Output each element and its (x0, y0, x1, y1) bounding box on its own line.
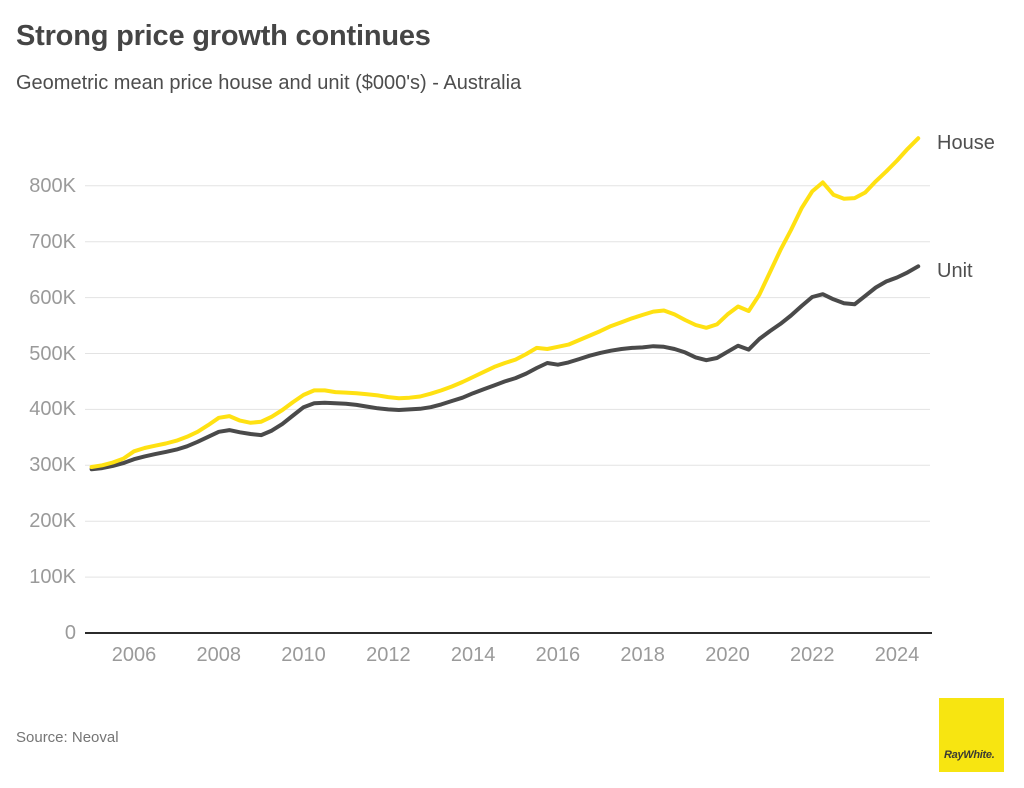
page-title: Strong price growth continues (16, 20, 431, 52)
page-subtitle: Geometric mean price house and unit ($00… (16, 72, 522, 94)
house-line (89, 136, 921, 469)
y-axis-tick-0: 0 (64, 622, 76, 644)
x-axis-tick-2010: 2010 (281, 644, 326, 666)
x-axis-tick-2016: 2016 (535, 644, 581, 666)
unit-line (89, 264, 921, 472)
x-axis-tick-2022: 2022 (789, 644, 835, 666)
x-axis-tick-2014: 2014 (450, 644, 496, 666)
x-axis-tick-2012: 2012 (366, 644, 411, 666)
y-axis-tick-300K: 300K (29, 454, 76, 477)
series-label-unit: Unit (937, 260, 973, 283)
y-axis-tick-500K: 500K (29, 342, 76, 365)
y-axis-tick-400K: 400K (29, 398, 76, 421)
x-axis-tick-2018: 2018 (620, 644, 665, 666)
y-axis-tick-800K: 800K (29, 174, 76, 197)
x-axis-tick-2024: 2024 (874, 644, 920, 666)
raywhite-logo-text: RayWhite. (944, 749, 995, 761)
series-label-house: House (937, 132, 995, 155)
y-axis-tick-100K: 100K (29, 566, 76, 589)
x-axis-tick-2008: 2008 (196, 644, 242, 666)
y-axis-tick-700K: 700K (29, 230, 76, 253)
x-axis-tick-2020: 2020 (705, 644, 750, 666)
x-axis-tick-2006: 2006 (111, 644, 157, 666)
source-text: Source: Neoval (16, 729, 119, 746)
raywhite-logo: RayWhite. (939, 698, 1004, 772)
y-axis-tick-200K: 200K (29, 510, 76, 533)
y-axis-tick-600K: 600K (29, 286, 76, 309)
